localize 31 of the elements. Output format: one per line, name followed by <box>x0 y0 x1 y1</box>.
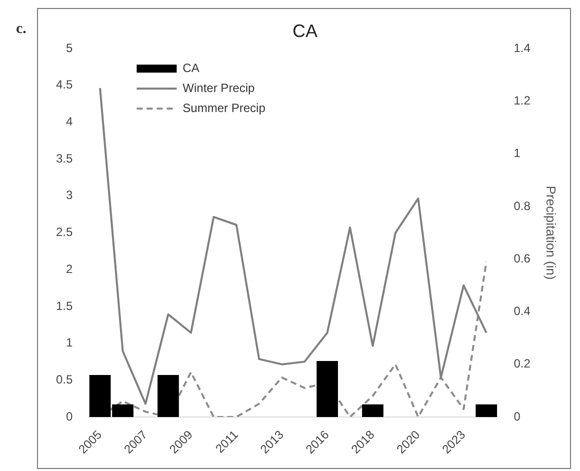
y-tick-label: 3 <box>66 188 73 202</box>
y2-tick-label: 1.2 <box>514 94 531 108</box>
y-tick-label: 3.5 <box>56 151 73 166</box>
y-tick-label: 2 <box>66 262 73 276</box>
y-tick-label: 1.5 <box>56 298 73 313</box>
bar <box>476 404 498 417</box>
y-tick-label: 1 <box>66 336 73 350</box>
y-tick-label: 0 <box>66 409 73 424</box>
y-tick-label: 2.5 <box>56 225 73 240</box>
bar <box>89 374 111 417</box>
bar <box>316 360 338 417</box>
y-tick-label: 4.5 <box>56 78 73 92</box>
chart-title: CA <box>292 20 318 41</box>
y-tick-label: 4 <box>66 114 73 129</box>
y2-tick-label: 0.6 <box>514 251 531 266</box>
bar <box>158 374 179 417</box>
legend-label: Summer Precip <box>182 100 266 115</box>
bar <box>112 404 134 417</box>
legend-label: Winter Precip <box>182 80 256 95</box>
y2-tick-label: 0.8 <box>514 198 531 213</box>
y2-tick-label: 1 <box>514 146 521 160</box>
y-tick-label: 0.5 <box>56 372 73 386</box>
y2-tick-label: 0 <box>514 409 521 424</box>
y2-tick-label: 0.2 <box>514 356 531 371</box>
bar <box>362 404 384 417</box>
legend-label: CA <box>182 60 200 75</box>
y2-axis-title: Precipitation (in) <box>544 186 559 280</box>
y2-tick-label: 0.4 <box>514 304 531 318</box>
y-tick-label: 5 <box>66 40 73 55</box>
text: c. <box>16 21 26 37</box>
y2-tick-label: 1.4 <box>514 40 531 55</box>
